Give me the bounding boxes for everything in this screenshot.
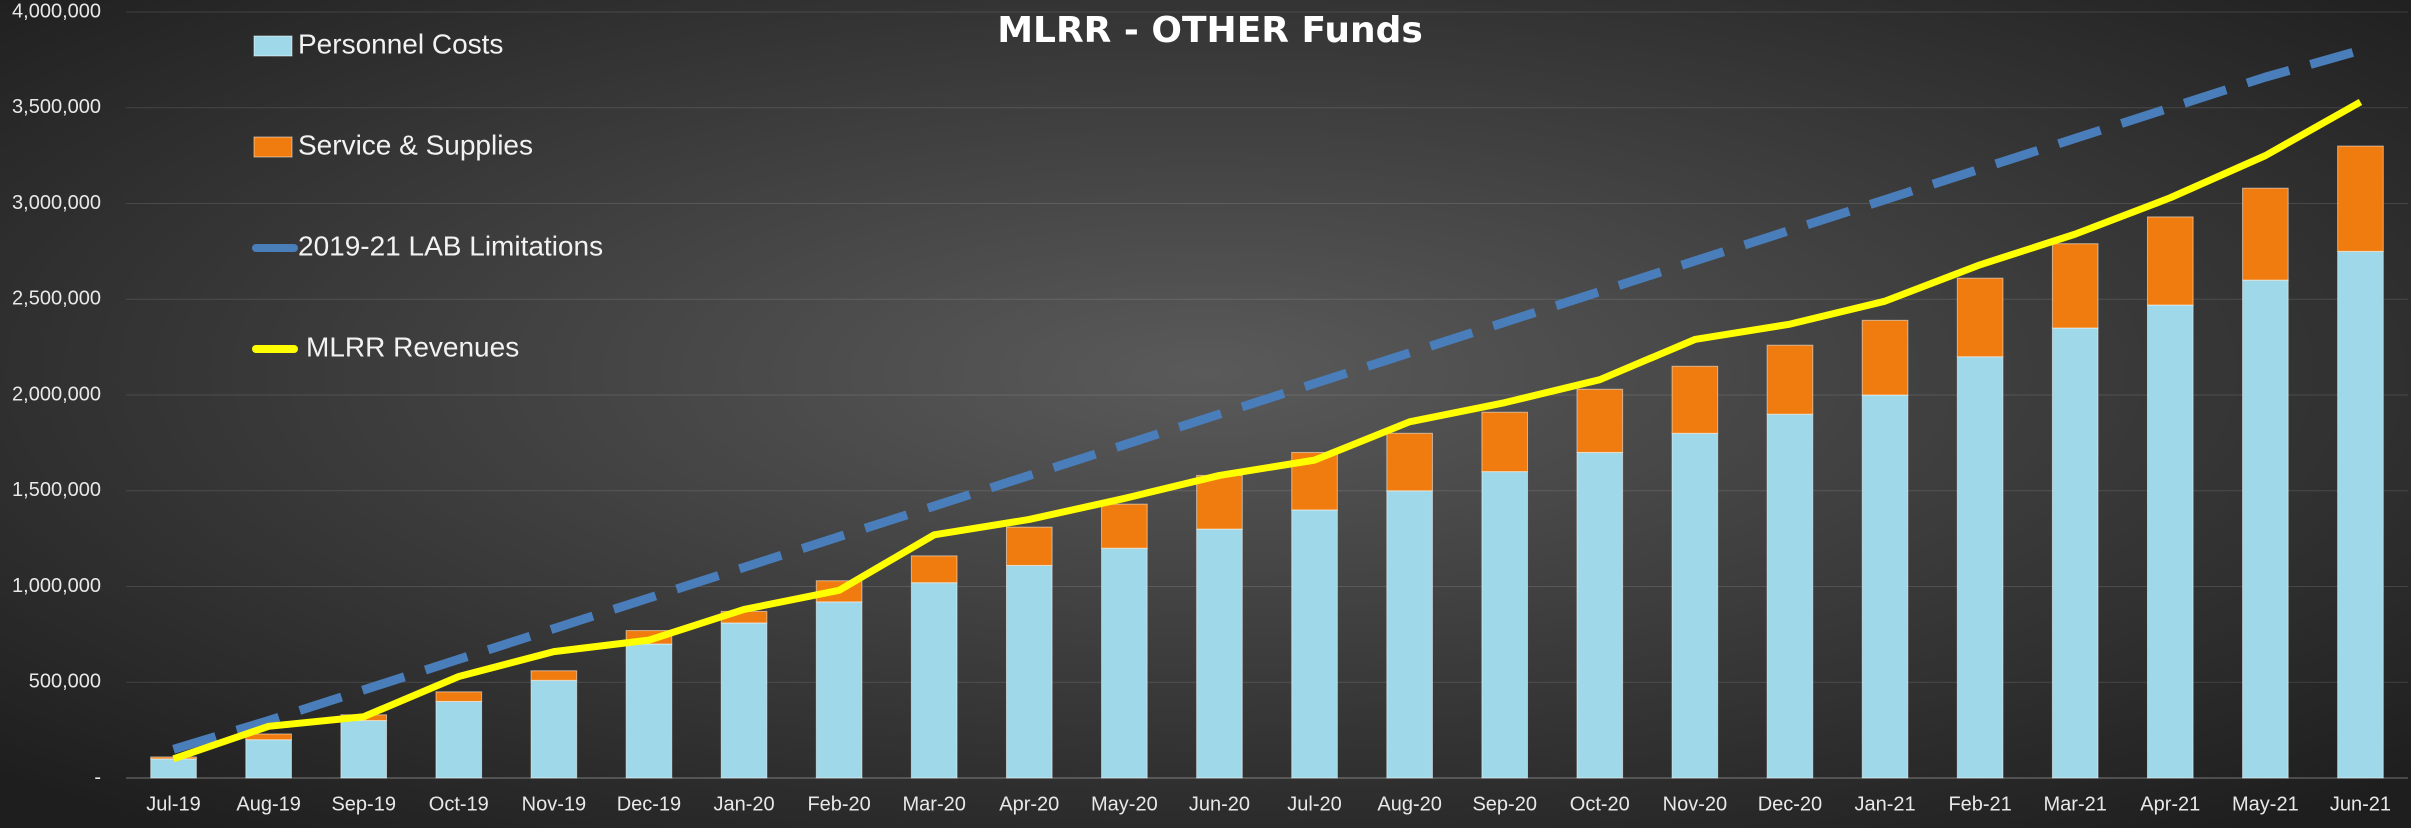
y-tick-label: 3,000,000 bbox=[12, 192, 101, 214]
bar bbox=[435, 700, 483, 779]
bar bbox=[1101, 503, 1148, 549]
bar bbox=[1386, 490, 1433, 779]
x-tick-label: Oct-19 bbox=[429, 793, 489, 815]
bar bbox=[2051, 327, 2099, 779]
bar bbox=[1861, 394, 1909, 779]
x-tick-label: Oct-20 bbox=[1570, 793, 1630, 815]
bar bbox=[340, 720, 388, 779]
bar bbox=[1671, 432, 1719, 779]
y-tick-label: 1,500,000 bbox=[12, 479, 101, 501]
bar bbox=[435, 691, 483, 702]
y-tick-label: 1,000,000 bbox=[12, 575, 101, 597]
bar bbox=[2242, 187, 2289, 281]
x-tick-label: Feb-20 bbox=[807, 793, 870, 815]
bar bbox=[1386, 432, 1433, 492]
bar bbox=[530, 679, 578, 779]
x-tick-label: Mar-20 bbox=[903, 793, 966, 815]
y-tick-label: 2,000,000 bbox=[12, 383, 101, 405]
x-tick-label: Jun-21 bbox=[2330, 793, 2391, 815]
bar bbox=[245, 739, 292, 779]
bar bbox=[720, 622, 768, 779]
x-tick-label: Aug-19 bbox=[236, 793, 301, 815]
bar bbox=[2242, 279, 2289, 779]
bar bbox=[2051, 243, 2099, 329]
legend-swatch bbox=[253, 35, 293, 57]
bar bbox=[1196, 528, 1243, 779]
x-tick-label: Apr-20 bbox=[999, 793, 1059, 815]
bar bbox=[1956, 277, 2004, 358]
bar bbox=[815, 601, 863, 779]
bar bbox=[2146, 304, 2194, 779]
bar bbox=[1671, 365, 1719, 434]
x-tick-label: Sep-19 bbox=[331, 793, 396, 815]
bar bbox=[150, 758, 197, 779]
bar bbox=[1861, 319, 1909, 396]
bar bbox=[2337, 145, 2384, 252]
x-tick-label: Nov-20 bbox=[1663, 793, 1727, 815]
x-tick-label: Nov-19 bbox=[522, 793, 586, 815]
bar bbox=[1576, 451, 1624, 779]
bar bbox=[1291, 509, 1338, 779]
bar bbox=[2146, 216, 2194, 306]
legend-label: 2019-21 LAB Limitations bbox=[298, 230, 603, 261]
legend-label: MLRR Revenues bbox=[306, 331, 519, 362]
legend-label: Personnel Costs bbox=[298, 28, 503, 59]
bar bbox=[625, 643, 673, 779]
bar bbox=[1576, 388, 1624, 453]
line-series bbox=[172, 45, 2362, 754]
x-tick-label: Apr-21 bbox=[2140, 793, 2200, 815]
x-tick-label: Aug-20 bbox=[1377, 793, 1442, 815]
bar bbox=[910, 555, 958, 584]
x-tick-label: Jun-20 bbox=[1189, 793, 1250, 815]
bar bbox=[1766, 344, 1814, 415]
bar bbox=[1196, 474, 1243, 530]
line-series bbox=[172, 98, 2363, 763]
legend-swatch bbox=[253, 136, 293, 158]
x-tick-label: Sep-20 bbox=[1472, 793, 1537, 815]
x-tick-label: Dec-20 bbox=[1758, 793, 1822, 815]
y-tick-label: 2,500,000 bbox=[12, 288, 101, 310]
x-tick-label: Jan-20 bbox=[713, 793, 774, 815]
bar bbox=[1766, 413, 1814, 779]
bar bbox=[530, 670, 578, 681]
y-tick-label: 3,500,000 bbox=[12, 96, 101, 118]
y-tick-label: - bbox=[94, 766, 101, 788]
y-tick-label: 4,000,000 bbox=[12, 0, 101, 22]
bar bbox=[1005, 564, 1053, 779]
bar bbox=[910, 582, 958, 779]
legend-label: Service & Supplies bbox=[298, 129, 533, 160]
bar bbox=[1481, 471, 1529, 779]
chart-title: MLRR - OTHER Funds bbox=[997, 10, 1423, 51]
y-tick-label: 500,000 bbox=[29, 671, 101, 693]
x-tick-label: Jul-19 bbox=[146, 793, 200, 815]
x-tick-label: Jul-20 bbox=[1287, 793, 1341, 815]
x-tick-label: Mar-21 bbox=[2044, 793, 2107, 815]
x-tick-label: May-21 bbox=[2232, 793, 2299, 815]
bar bbox=[1005, 526, 1053, 566]
bar bbox=[1481, 411, 1529, 473]
bar bbox=[1956, 356, 2004, 779]
bar bbox=[2337, 250, 2384, 779]
x-tick-label: Dec-19 bbox=[617, 793, 681, 815]
bar bbox=[1101, 547, 1148, 779]
x-tick-label: Jan-21 bbox=[1854, 793, 1915, 815]
x-tick-label: May-20 bbox=[1091, 793, 1158, 815]
x-tick-label: Feb-21 bbox=[1948, 793, 2011, 815]
